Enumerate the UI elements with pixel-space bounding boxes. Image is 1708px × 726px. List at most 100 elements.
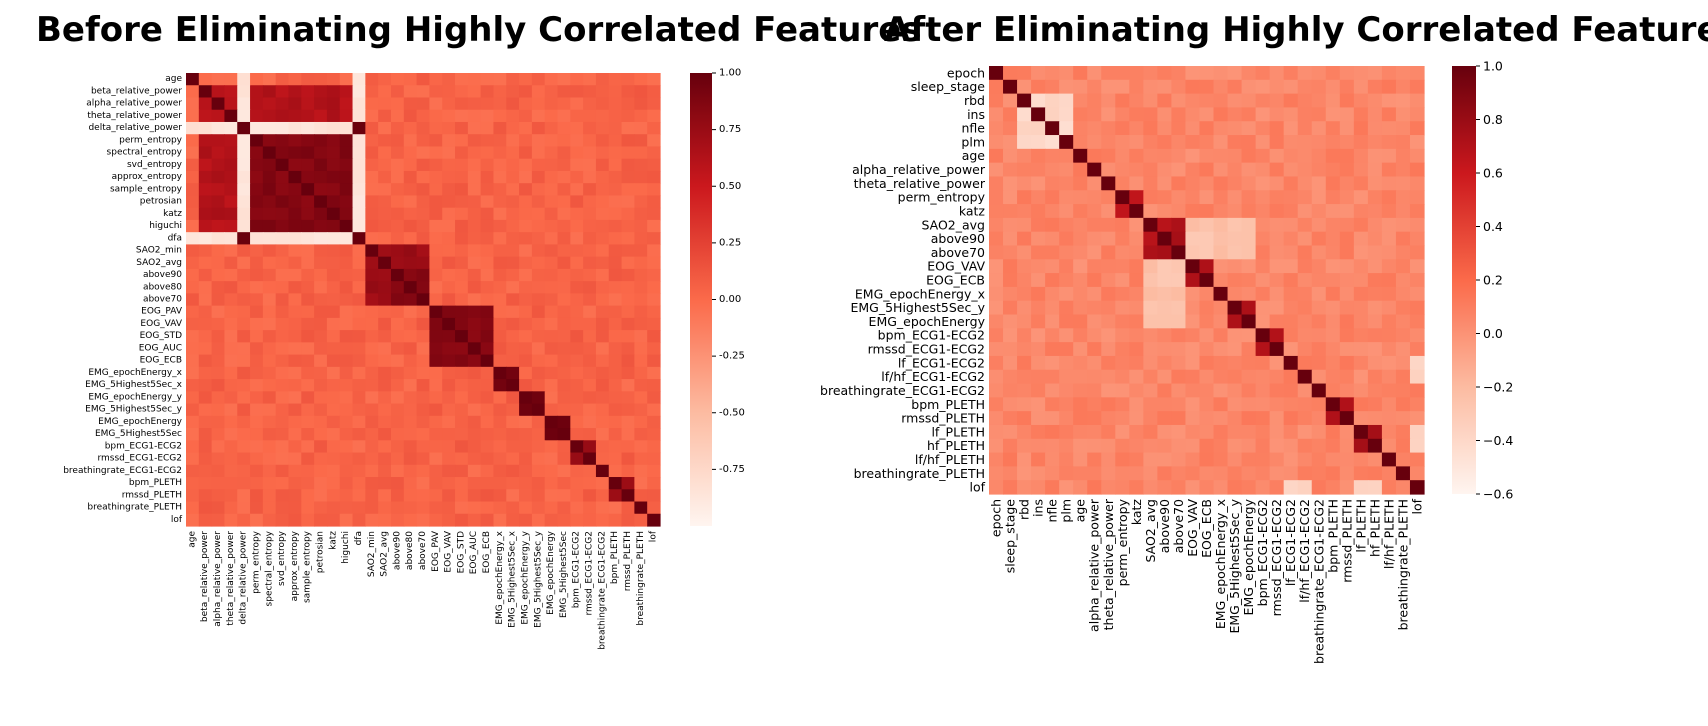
heatmap-cell	[352, 219, 366, 233]
heatmap-cell	[1339, 424, 1355, 440]
heatmap-cell	[250, 452, 264, 466]
heatmap-cell	[1241, 369, 1257, 385]
heatmap-cell	[1395, 121, 1411, 136]
heatmap-cell	[989, 314, 1004, 329]
heatmap-cell	[1409, 355, 1425, 371]
heatmap-cell	[1031, 148, 1046, 164]
heatmap-cell	[1185, 273, 1201, 288]
heatmap-cell	[1045, 245, 1060, 260]
heatmap-cell	[467, 207, 482, 221]
heatmap-cell	[634, 501, 648, 515]
heatmap-cell	[1003, 397, 1018, 412]
heatmap-cell	[455, 440, 469, 454]
heatmap-cell	[634, 170, 648, 184]
heatmap-cell	[608, 513, 623, 527]
heatmap-cell	[378, 403, 392, 417]
heatmap-cell	[250, 97, 264, 111]
heatmap-cell	[989, 190, 1004, 205]
heatmap-cell	[262, 379, 277, 392]
heatmap-cell	[1325, 162, 1341, 178]
heatmap-cell	[1129, 231, 1144, 247]
heatmap-cell	[989, 438, 1004, 454]
heatmap-cell	[1367, 259, 1383, 274]
heatmap-cell	[1269, 273, 1285, 288]
heatmap-cell	[1003, 355, 1018, 371]
heatmap-cell	[557, 415, 571, 429]
heatmap-cell	[531, 379, 546, 392]
heatmap-cell	[365, 219, 379, 233]
heatmap-cell	[608, 354, 623, 368]
heatmap-cell	[314, 183, 328, 197]
heatmap-cell	[365, 146, 379, 160]
heatmap-cell	[1171, 176, 1187, 191]
row-label: EMG_epochEnergy	[869, 314, 986, 329]
heatmap-cell	[198, 428, 213, 441]
column-label: bpm_PLETH	[610, 531, 620, 584]
heatmap-cell	[1115, 314, 1130, 329]
heatmap-cell	[1353, 480, 1369, 495]
row-label: rmssd_ECG1-ECG2	[98, 454, 183, 464]
heatmap-cell	[480, 452, 495, 466]
colorbar-tick-label: 0.2	[1483, 273, 1503, 288]
heatmap-cell	[493, 513, 507, 527]
heatmap-cell	[989, 162, 1004, 178]
heatmap-cell	[186, 121, 200, 135]
heatmap-cell	[288, 330, 302, 343]
heatmap-cell	[506, 415, 520, 429]
heatmap-cell	[1269, 438, 1285, 454]
heatmap-cell	[378, 415, 392, 429]
column-label: SAO2_avg	[380, 531, 390, 577]
heatmap-cell	[262, 342, 277, 356]
heatmap-cell	[1381, 438, 1397, 454]
heatmap-cell	[1353, 66, 1369, 81]
heatmap-cell	[288, 477, 302, 490]
heatmap-cell	[570, 281, 584, 294]
heatmap-cell	[262, 121, 277, 135]
heatmap-cell	[1255, 190, 1271, 205]
heatmap-cell	[608, 134, 623, 148]
heatmap-cell	[301, 219, 315, 233]
heatmap-cell	[262, 403, 277, 417]
heatmap-cell	[1255, 121, 1271, 136]
heatmap-cell	[1045, 383, 1060, 398]
heatmap-cell	[1003, 438, 1018, 454]
row-label: above70	[143, 295, 182, 305]
heatmap-cell	[403, 158, 418, 172]
heatmap-cell	[557, 317, 571, 331]
heatmap-cell	[211, 354, 226, 368]
heatmap-cell	[211, 342, 226, 356]
heatmap-cell	[1199, 190, 1215, 205]
heatmap-cell	[352, 501, 366, 515]
heatmap-cell	[429, 195, 443, 209]
heatmap-cell	[595, 342, 610, 356]
heatmap-cell	[301, 146, 315, 160]
heatmap-cell	[1353, 93, 1369, 109]
heatmap-cell	[1339, 231, 1355, 247]
heatmap-cell	[416, 501, 431, 515]
heatmap-cell	[1171, 480, 1187, 495]
heatmap-cell	[493, 73, 507, 86]
column-label: katz	[1129, 499, 1144, 526]
heatmap-cell	[608, 73, 623, 86]
heatmap-cell	[531, 281, 546, 294]
heatmap-cell	[1045, 190, 1060, 205]
heatmap-cell	[544, 170, 559, 184]
heatmap-cell	[1269, 79, 1285, 95]
heatmap-cell	[1339, 148, 1355, 164]
heatmap-cell	[1199, 397, 1215, 412]
heatmap-cell	[1213, 148, 1229, 164]
heatmap-cell	[531, 452, 546, 466]
heatmap-cell	[544, 489, 559, 503]
heatmap-cell	[1409, 411, 1425, 426]
column-label: age	[187, 531, 197, 548]
heatmap-cell	[1409, 286, 1425, 302]
heatmap-cell	[1213, 452, 1229, 467]
heatmap-cell	[1339, 355, 1355, 371]
row-label: breathingrate_PLETH	[87, 503, 182, 513]
heatmap-cell	[326, 158, 341, 172]
heatmap-cell	[1157, 480, 1173, 495]
heatmap-cell	[989, 176, 1004, 191]
heatmap-cell	[1045, 217, 1060, 233]
heatmap-cell	[224, 366, 238, 380]
heatmap-cell	[378, 452, 392, 466]
